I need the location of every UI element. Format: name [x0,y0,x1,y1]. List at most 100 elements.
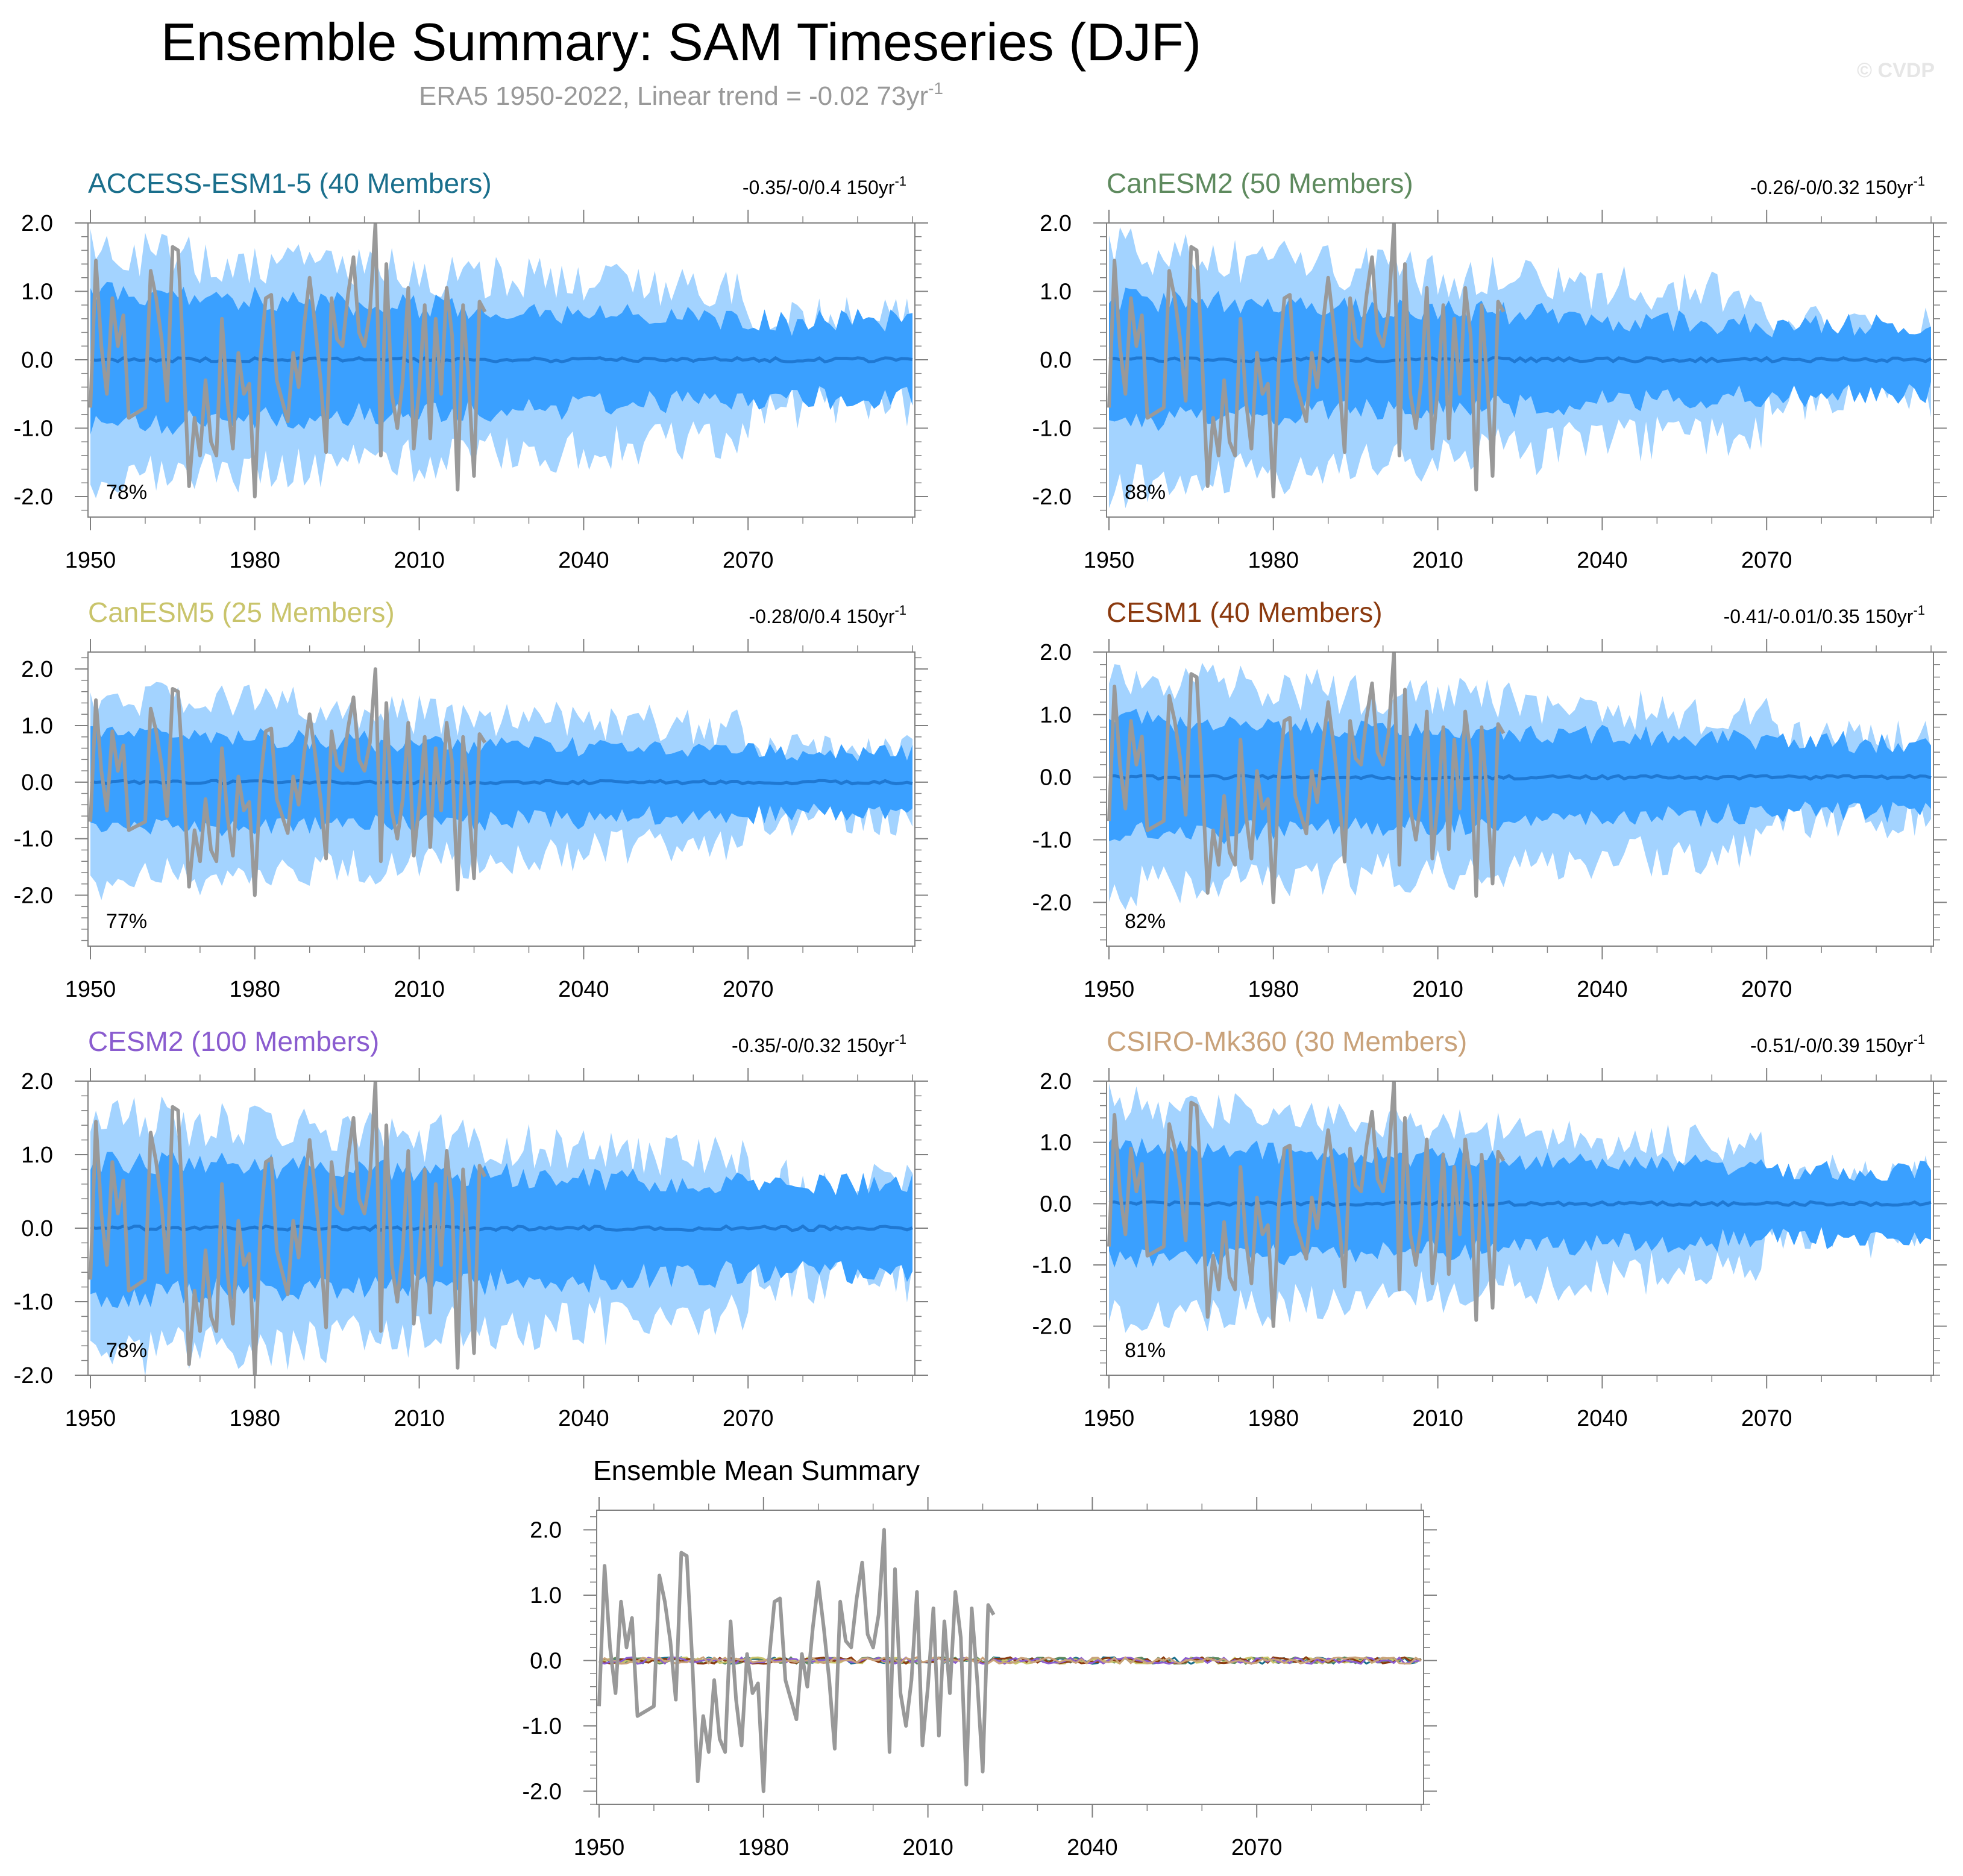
plot-area [1107,223,1932,509]
y-tick-label: 2.0 [21,657,53,682]
x-tick-label: 1950 [1084,977,1135,1002]
x-tick-label: 1980 [230,548,281,573]
y-tick-label: -2.0 [14,1363,53,1388]
x-tick-label: 1980 [230,1406,281,1431]
plot-frame [596,1510,1424,1805]
panel-title: CESM2 (100 Members) [88,1026,379,1057]
ensemble-mean-line [90,356,913,364]
percent-label: 88% [1125,481,1166,504]
y-tick-label: -1.0 [14,1290,53,1315]
x-tick-label: 1950 [574,1835,625,1860]
ensemble-mean-line [1108,1200,1932,1208]
panel-6: CSIRO-Mk360 (30 Members) -0.51/-0/0.39 15… [1032,1026,1947,1431]
inner-spread-band [1109,1135,1931,1268]
y-tick-label: -2.0 [14,883,53,909]
y-tick-label: 2.0 [1040,640,1072,665]
x-tick-label: 1950 [1084,548,1135,573]
x-tick-label: 2040 [558,1406,609,1431]
y-tick-label: -1.0 [1032,1253,1072,1278]
panel-3: CanESM5 (25 Members) -0.28/0/0.4 150yr-1 2… [14,597,928,1002]
inner-spread-band [1109,709,1931,844]
panel-title: CanESM5 (25 Members) [88,597,395,628]
panel-title: CESM1 (40 Members) [1107,597,1383,628]
x-tick-label: 2040 [1067,1835,1118,1860]
x-tick-label: 2040 [558,548,609,573]
x-tick-label: 1950 [65,1406,116,1431]
y-tick-label: 2.0 [1040,1069,1072,1094]
y-tick-label: 1.0 [1040,279,1072,304]
x-tick-label: 2040 [558,977,609,1002]
x-tick-label: 2010 [1412,977,1463,1002]
y-tick-label: -1.0 [523,1714,562,1739]
panel-2: CanESM2 (50 Members) -0.26/-0/0.32 150yr-… [1032,168,1947,573]
y-tick-label: -2.0 [1032,1314,1072,1340]
x-tick-label: 2010 [394,977,445,1002]
x-tick-label: 2010 [394,548,445,573]
observations-line [89,223,487,498]
x-tick-label: 2010 [1412,1406,1463,1431]
y-tick-label: -2.0 [14,485,53,510]
y-tick-label: 0.0 [21,770,53,795]
panels: ACCESS-ESM1-5 (40 Members) -0.35/-0/0.4 1… [14,168,1947,1860]
figure-title: Ensemble Summary: SAM Timeseries (DJF) [161,12,1201,72]
y-tick-label: 1.0 [1040,703,1072,728]
y-tick-label: 1.0 [530,1583,562,1608]
observations-line [89,1081,487,1375]
ensemble-mean-line [90,1224,913,1232]
panel-title: CanESM2 (50 Members) [1107,168,1413,199]
percent-label: 78% [106,1339,147,1362]
x-tick-label: 1980 [230,977,281,1002]
y-tick-label: -1.0 [14,827,53,852]
x-tick-label: 2010 [394,1406,445,1431]
plot-area [89,223,913,498]
panel-title: Ensemble Mean Summary [593,1455,920,1486]
model-mean-line-6 [598,1656,1422,1665]
observations-line [89,667,487,897]
y-tick-label: -1.0 [14,416,53,441]
plot-frame [1106,222,1934,518]
y-tick-label: 2.0 [1040,211,1072,236]
x-tick-label: 1950 [65,548,116,573]
cvdp-credit-watermark: © CVDP [1857,59,1935,82]
x-tick-label: 1980 [1248,977,1299,1002]
percent-label: 78% [106,481,147,504]
y-tick-label: 0.0 [21,1216,53,1241]
observations-line [597,1528,996,1793]
x-tick-label: 2070 [723,977,774,1002]
trend-label: -0.28/0/0.4 150yr-1 [749,603,907,627]
x-tick-label: 1950 [65,977,116,1002]
y-tick-label: 0.0 [530,1648,562,1674]
y-tick-label: 2.0 [21,211,53,236]
y-tick-label: 2.0 [530,1518,562,1543]
plot-frame [87,651,916,947]
inner-spread-band [90,281,912,435]
plot-area [89,667,913,900]
percent-label: 77% [106,910,147,933]
x-tick-label: 1980 [738,1835,790,1860]
plot-area [89,1081,913,1375]
plot-area [1107,652,1932,910]
y-tick-label: 0.0 [21,348,53,373]
trend-label: -0.35/-0/0.32 150yr-1 [732,1032,906,1056]
x-tick-label: 2010 [902,1835,953,1860]
y-tick-label: -1.0 [1032,416,1072,441]
trend-label: -0.51/-0/0.39 150yr-1 [1750,1032,1925,1056]
x-tick-label: 1980 [1248,1406,1299,1431]
plot-area [1107,1081,1932,1333]
panel-7: Ensemble Mean Summary 2.0 1.0 0.0 -1.0 -2.0 19… [523,1455,1437,1860]
x-tick-label: 2070 [1741,548,1792,573]
y-tick-label: 0.0 [1040,1191,1072,1217]
x-tick-label: 2040 [1577,1406,1628,1431]
model-mean-line-4 [598,1656,1422,1665]
panel-4: CESM1 (40 Members) -0.41/-0.01/0.35 150yr… [1032,597,1947,1002]
observations-line [1107,652,1506,905]
ensemble-mean-line [1108,773,1932,781]
percent-label: 81% [1125,1339,1166,1362]
trend-label: -0.35/-0/0.4 150yr-1 [743,174,906,198]
y-tick-label: -2.0 [523,1779,562,1804]
y-tick-label: -2.0 [1032,890,1072,915]
x-tick-label: 2070 [1231,1835,1283,1860]
y-tick-label: 1.0 [1040,1131,1072,1156]
x-tick-label: 2040 [1577,548,1628,573]
